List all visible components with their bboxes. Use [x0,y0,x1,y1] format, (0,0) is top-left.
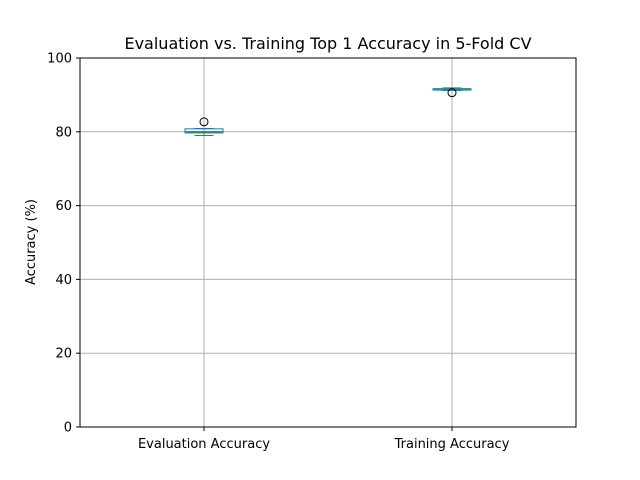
y-tick-label: 60 [55,199,72,214]
x-tick-label: Training Accuracy [394,437,510,452]
y-tick-label: 0 [64,421,72,436]
box-group [184,117,224,136]
y-tick-label: 20 [55,347,72,362]
box-group [432,87,472,98]
y-tick-label: 80 [55,125,72,140]
box-body [184,128,224,134]
y-tick-label: 100 [47,52,72,67]
x-tick-label: Evaluation Accuracy [138,437,270,452]
y-tick-label: 40 [55,273,72,288]
outlier-point [199,117,209,127]
ticks: 0 20 40 60 80 100 Evaluation Accuracy Training … [47,52,510,453]
y-axis-label: Accuracy (%) [24,199,39,285]
grid-lines [80,57,576,428]
chart-title: Evaluation vs. Training Top 1 Accuracy i… [124,34,531,53]
boxes [184,87,472,136]
plot-frame [79,57,577,428]
outlier-point [447,88,457,98]
